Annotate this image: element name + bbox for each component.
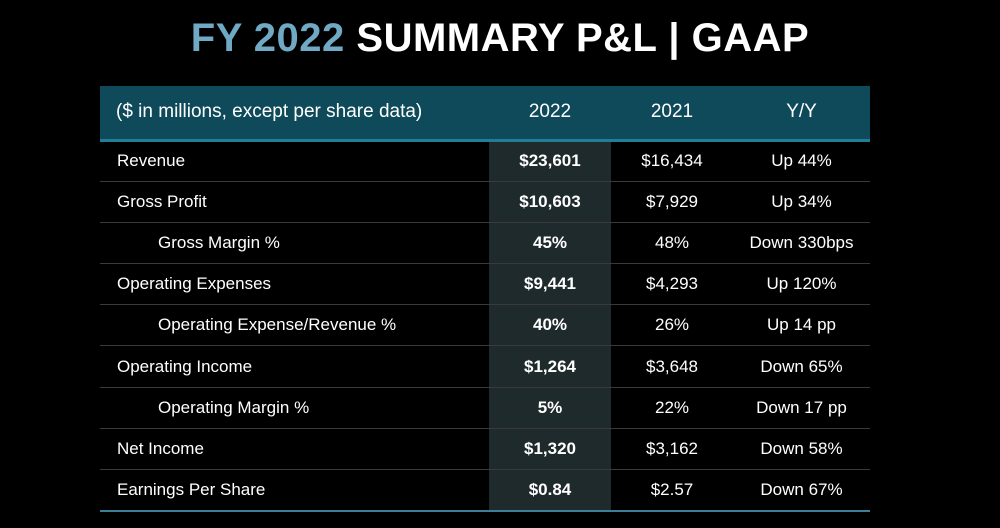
value-2021: $4,293 <box>611 263 733 306</box>
table-row: Gross Margin % 45% 48% Down 330bps <box>100 222 870 265</box>
value-2021: $2.57 <box>611 469 733 512</box>
row-label: Operating Income <box>100 345 489 388</box>
header-2021: 2021 <box>611 86 733 142</box>
value-yy: Up 34% <box>733 181 870 223</box>
row-label: Operating Expense/Revenue % <box>100 304 489 347</box>
value-yy: Up 14 pp <box>733 304 870 347</box>
row-label: Gross Margin % <box>100 222 489 265</box>
header-2022: 2022 <box>489 86 611 142</box>
value-yy: Up 44% <box>733 140 870 182</box>
value-yy: Up 120% <box>733 263 870 306</box>
title-accent: FY 2022 <box>190 16 345 60</box>
table-row: Revenue $23,601 $16,434 Up 44% <box>100 140 870 182</box>
header-yy: Y/Y <box>733 86 870 142</box>
row-label: Gross Profit <box>100 181 489 223</box>
slide-title: FY 2022 SUMMARY P&L | GAAP <box>0 16 1000 61</box>
table-row: Earnings Per Share $0.84 $2.57 Down 67% <box>100 469 870 512</box>
value-yy: Down 58% <box>733 428 870 471</box>
title-main: SUMMARY P&L | GAAP <box>356 16 810 60</box>
table-row: Operating Expense/Revenue % 40% 26% Up 14 p… <box>100 304 870 347</box>
value-2022: $9,441 <box>489 263 611 306</box>
value-2021: 22% <box>611 387 733 429</box>
table-row: Net Income $1,320 $3,162 Down 58% <box>100 428 870 471</box>
table-header-row: ($ in millions, except per share data) 2… <box>100 86 870 142</box>
pl-table: ($ in millions, except per share data) 2… <box>100 86 870 512</box>
value-2022: 40% <box>489 304 611 347</box>
value-yy: Down 65% <box>733 345 870 388</box>
header-label: ($ in millions, except per share data) <box>100 86 489 142</box>
value-2021: $3,648 <box>611 345 733 388</box>
value-2022: $10,603 <box>489 181 611 223</box>
value-2022: 45% <box>489 222 611 265</box>
value-2021: $7,929 <box>611 181 733 223</box>
value-2022: $1,264 <box>489 345 611 388</box>
value-2021: 26% <box>611 304 733 347</box>
value-2022: $0.84 <box>489 469 611 512</box>
value-yy: Down 67% <box>733 469 870 512</box>
table-row: Operating Expenses $9,441 $4,293 Up 120% <box>100 263 870 306</box>
table-row: Gross Profit $10,603 $7,929 Up 34% <box>100 181 870 223</box>
row-label: Revenue <box>100 140 489 182</box>
value-yy: Down 330bps <box>733 222 870 265</box>
row-label: Operating Margin % <box>100 387 489 429</box>
value-2022: $1,320 <box>489 428 611 471</box>
value-2021: $3,162 <box>611 428 733 471</box>
value-yy: Down 17 pp <box>733 387 870 429</box>
value-2022: $23,601 <box>489 140 611 182</box>
value-2021: 48% <box>611 222 733 265</box>
row-label: Earnings Per Share <box>100 469 489 512</box>
row-label: Operating Expenses <box>100 263 489 306</box>
table-body: Revenue $23,601 $16,434 Up 44% Gross Profit $… <box>100 140 870 512</box>
table-row: Operating Margin % 5% 22% Down 17 pp <box>100 387 870 429</box>
value-2021: $16,434 <box>611 140 733 182</box>
table-row: Operating Income $1,264 $3,648 Down 65% <box>100 345 870 388</box>
row-label: Net Income <box>100 428 489 471</box>
value-2022: 5% <box>489 387 611 429</box>
